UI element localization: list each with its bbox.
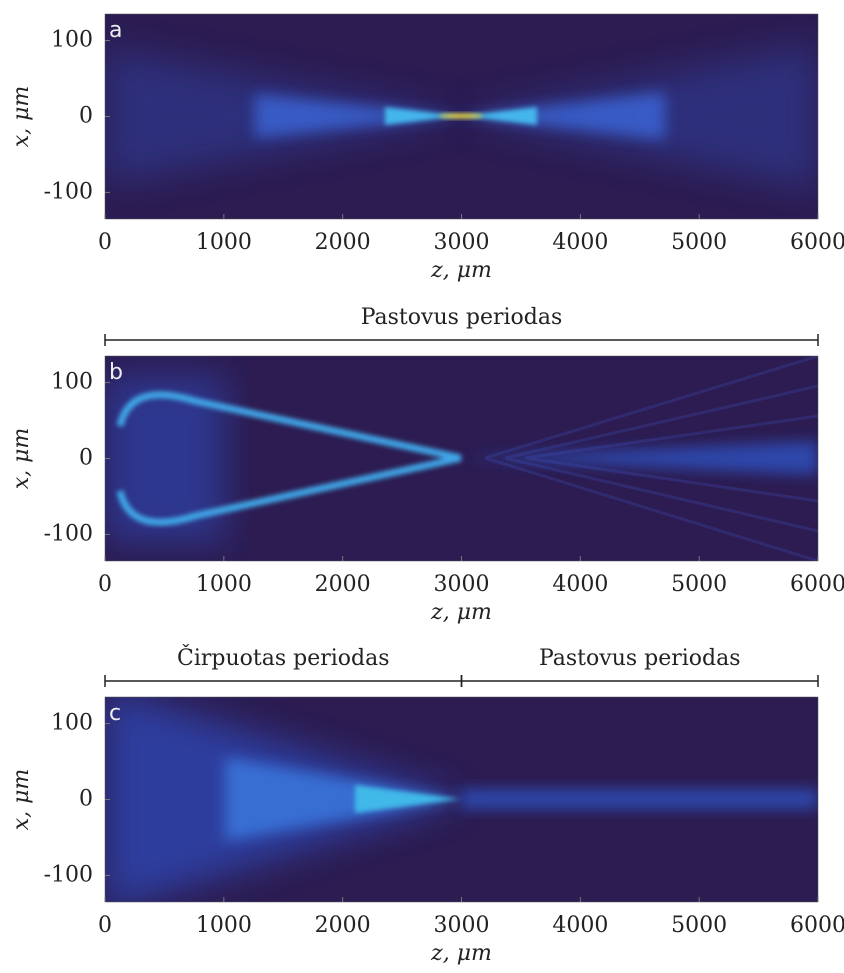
annotation: Čirpuotas periodas — [177, 644, 390, 671]
panel-label: b — [109, 360, 123, 385]
x-tick-label: 5000 — [671, 913, 727, 938]
heatmap-image — [105, 356, 818, 561]
x-tick-label: 4000 — [552, 230, 608, 255]
y-tick-label: 0 — [79, 446, 93, 471]
x-tick-label: 6000 — [790, 230, 844, 255]
x-tick-label: 6000 — [790, 913, 844, 938]
x-tick-label: 6000 — [790, 572, 844, 597]
x-tick-label: 0 — [98, 572, 112, 597]
x-tick-label: 4000 — [552, 913, 608, 938]
x-tick-label: 5000 — [671, 572, 727, 597]
annotation: Pastovus periodas — [361, 305, 563, 330]
panel-label: a — [109, 18, 122, 43]
x-tick-label: 3000 — [434, 230, 490, 255]
y-tick-label: 100 — [51, 28, 93, 53]
x-tick-label: 2000 — [315, 572, 371, 597]
y-tick-label: 0 — [79, 104, 93, 129]
heatmap-image — [105, 697, 818, 902]
x-tick-label: 1000 — [196, 572, 252, 597]
panel-label: c — [109, 701, 121, 726]
heatmap-image — [105, 14, 818, 219]
x-tick-label: 3000 — [434, 913, 490, 938]
y-tick-label: -100 — [44, 521, 93, 546]
y-tick-label: 100 — [51, 370, 93, 395]
x-tick-label: 0 — [98, 913, 112, 938]
x-tick-label: 2000 — [315, 230, 371, 255]
y-tick-label: 0 — [79, 787, 93, 812]
y-tick-label: -100 — [44, 179, 93, 204]
x-tick-label: 4000 — [552, 572, 608, 597]
y-tick-label: 100 — [51, 711, 93, 736]
x-tick-label: 3000 — [434, 572, 490, 597]
y-tick-label: -100 — [44, 862, 93, 887]
x-axis-label: z, μm — [430, 258, 492, 283]
annotation: Pastovus periodas — [539, 646, 741, 671]
y-axis-label: x, μm — [9, 769, 34, 831]
y-axis-label: x, μm — [9, 428, 34, 490]
x-axis-label: z, μm — [430, 941, 492, 966]
x-tick-label: 2000 — [315, 913, 371, 938]
x-tick-label: 1000 — [196, 913, 252, 938]
x-tick-label: 0 — [98, 230, 112, 255]
x-axis-label: z, μm — [430, 600, 492, 625]
x-tick-label: 5000 — [671, 230, 727, 255]
y-axis-label: x, μm — [9, 86, 34, 148]
x-tick-label: 1000 — [196, 230, 252, 255]
